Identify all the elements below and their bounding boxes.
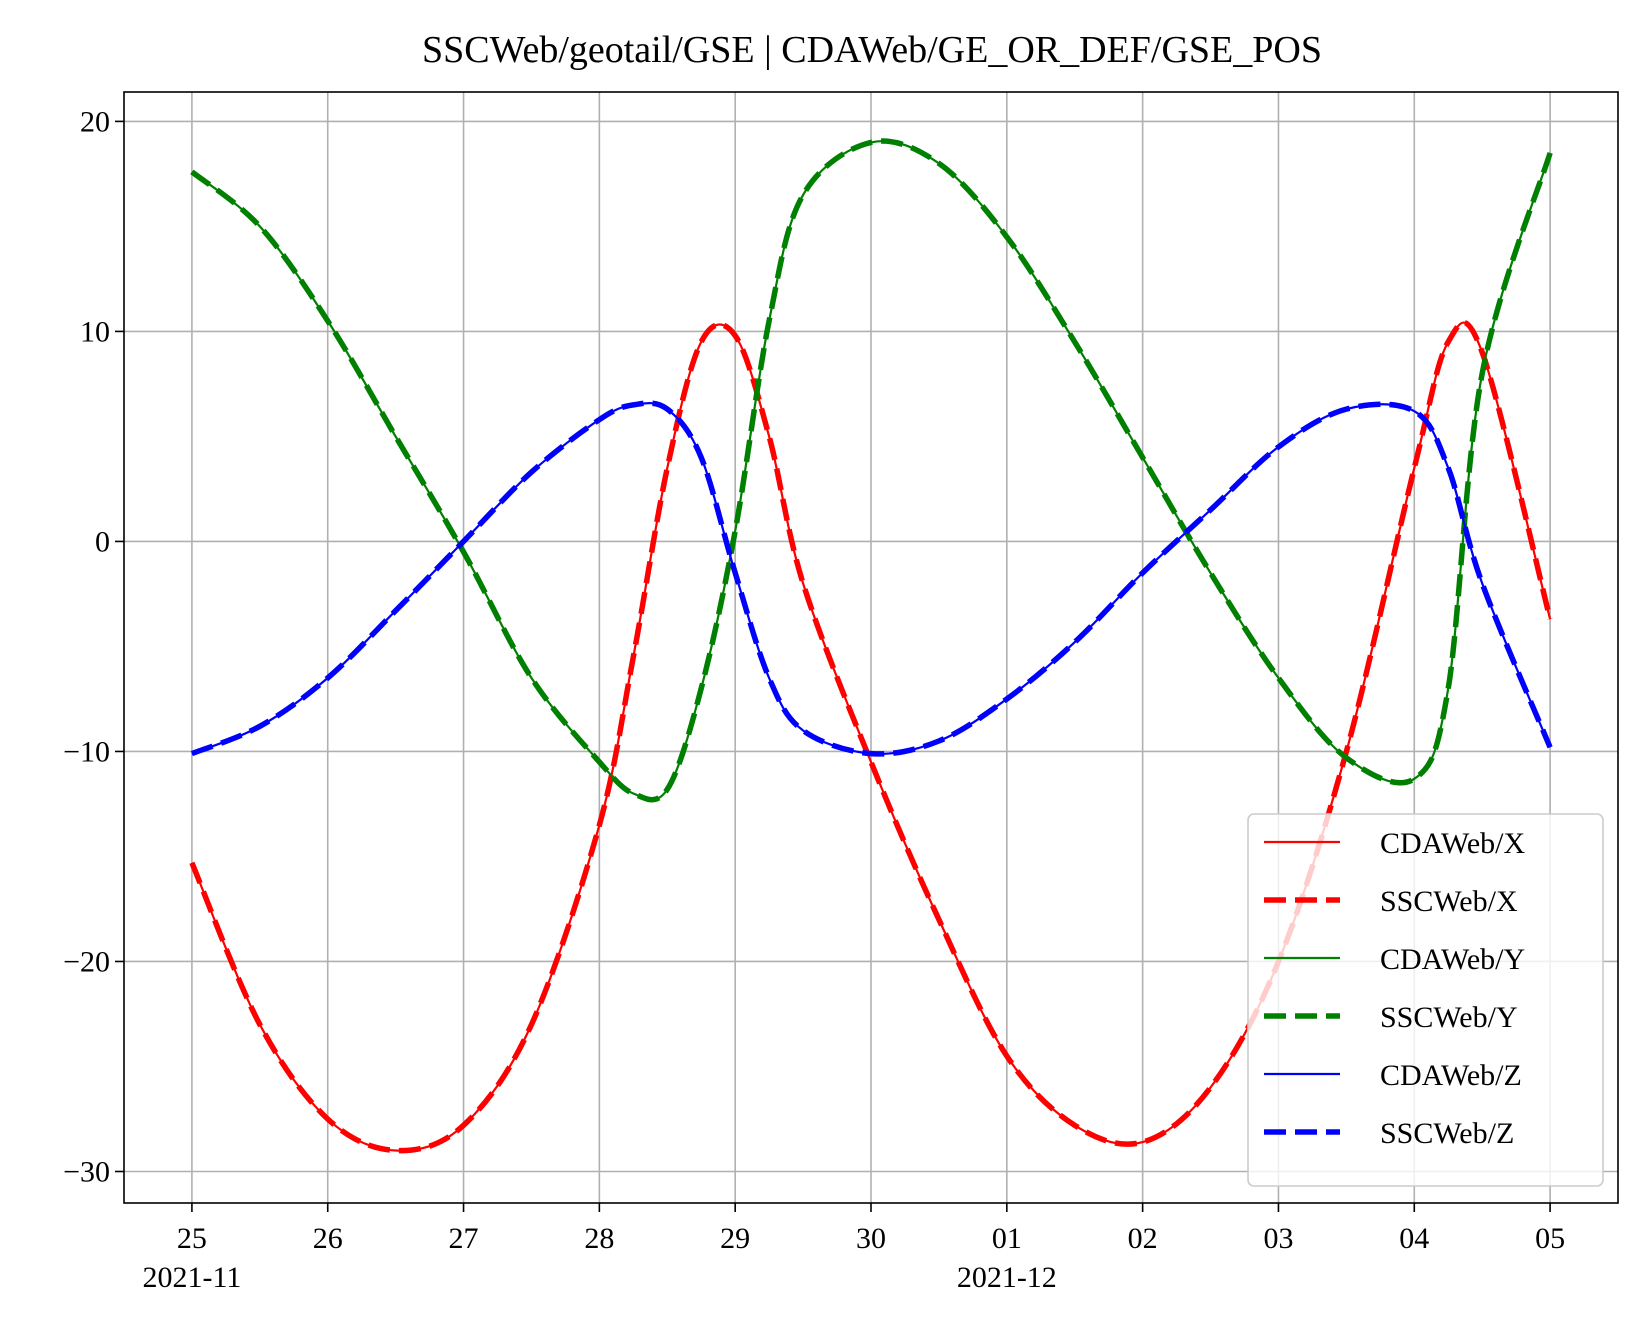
y-tick-label: 0 [95, 525, 110, 558]
chart-title: SSCWeb/geotail/GSE | CDAWeb/GE_OR_DEF/GS… [422, 29, 1322, 71]
x-tick-label: 28 [584, 1222, 614, 1255]
x-tick-label: 04 [1399, 1222, 1429, 1255]
y-tick-label: 20 [80, 105, 110, 138]
legend-box [1247, 813, 1604, 1187]
legend-label: SSCWeb/Z [1380, 1117, 1514, 1150]
series-line-sscweb-x [189, 319, 1553, 1154]
x-tick-label: 26 [313, 1222, 343, 1255]
series-line-sscweb-y [190, 138, 1553, 803]
x-tick-label: 29 [720, 1222, 750, 1255]
plot-lines [189, 138, 1553, 1154]
legend-label: SSCWeb/Y [1380, 1001, 1518, 1034]
legend-label: SSCWeb/X [1380, 885, 1518, 918]
legend-label: CDAWeb/Y [1380, 943, 1525, 976]
grid [124, 92, 1618, 1203]
x-tick-label: 01 [992, 1222, 1022, 1255]
x-tick-label: 30 [856, 1222, 886, 1255]
x-tick-label: 02 [1128, 1222, 1158, 1255]
x-tick-label: 27 [449, 1222, 479, 1255]
legend: CDAWeb/X SSCWeb/X CDAWeb/Y SSCWeb/Y CDAWeb/Z… [1247, 813, 1604, 1187]
x-tick-label: 05 [1535, 1222, 1565, 1255]
x-tick-sublabel: 2021-11 [142, 1261, 241, 1294]
y-tick-label: 10 [80, 315, 110, 348]
series-line-sscweb-z [190, 400, 1553, 757]
x-tick-label: 03 [1263, 1222, 1293, 1255]
legend-label: CDAWeb/Z [1380, 1059, 1522, 1092]
axis-ticks: 25 2021-11 26 27 28 29 30 01 2021-12 02 03 04 05 20 10… [63, 105, 1565, 1294]
x-tick-sublabel: 2021-12 [957, 1261, 1057, 1294]
y-tick-label: −10 [63, 735, 110, 768]
y-tick-label: −20 [63, 945, 110, 978]
x-tick-label: 25 [177, 1222, 207, 1255]
y-tick-label: −30 [63, 1155, 110, 1188]
legend-label: CDAWeb/X [1380, 827, 1526, 860]
